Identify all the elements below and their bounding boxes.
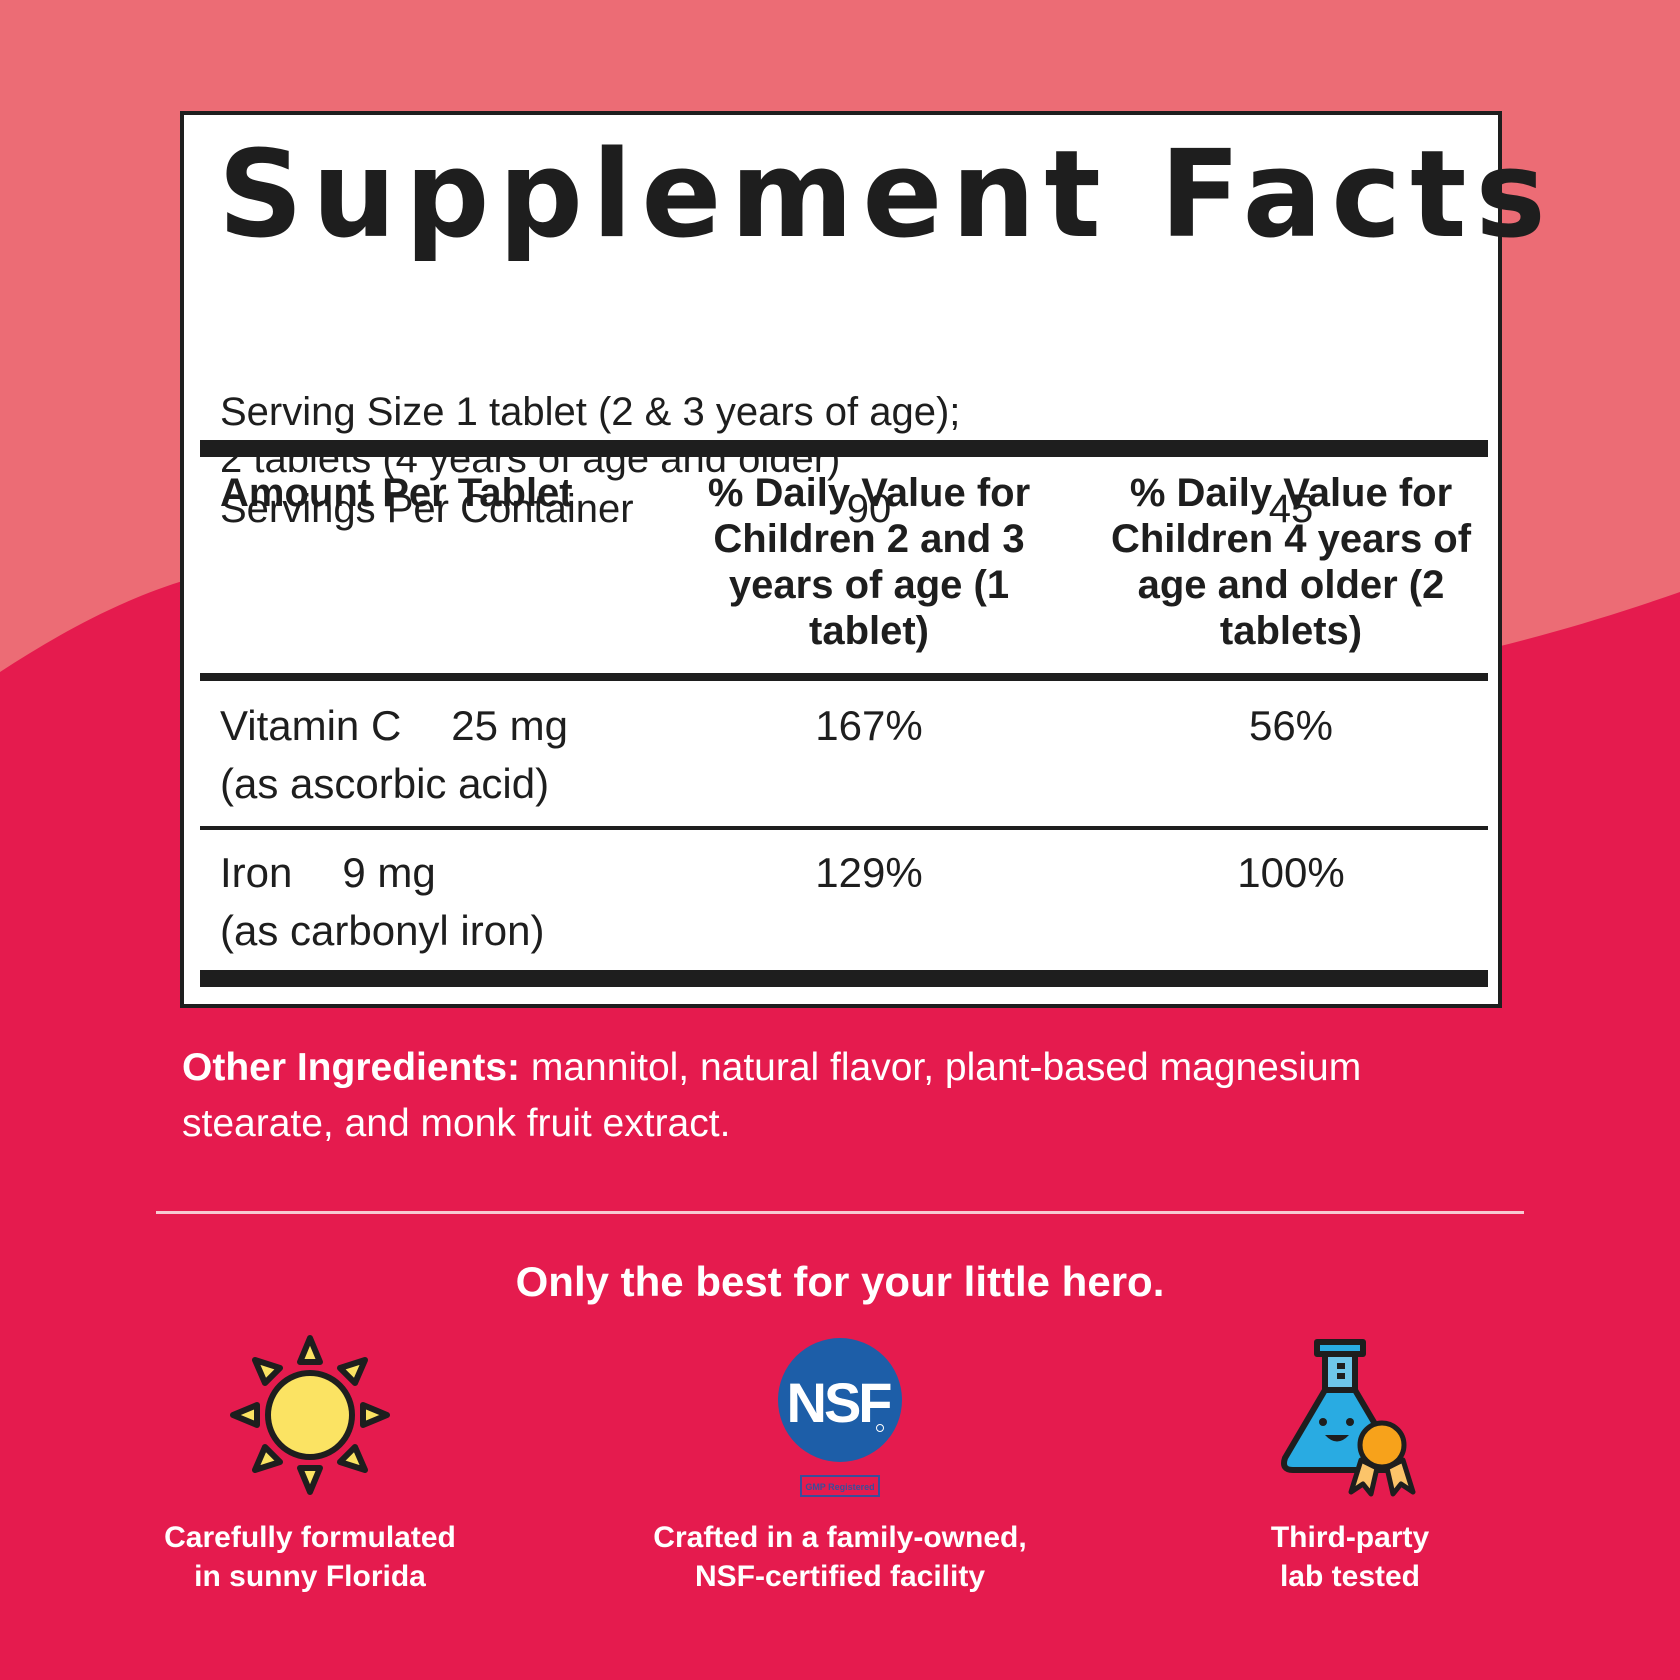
nsf-logo-icon: NSF GMP Registered (778, 1338, 902, 1497)
other-ingredients-text: mannitol, natural flavor, plant-based ma… (182, 1046, 1362, 1145)
dv-4-plus-vitamin-c: 56% (1248, 702, 1334, 749)
feature-label: Third-party lab tested (1270, 1521, 1430, 1593)
thick-divider-top (200, 440, 1488, 457)
feature-label: Crafted in a family-owned, NSF-certified… (653, 1521, 1027, 1593)
serving-size-line-1: Serving Size 1 tablet (2 & 3 years of ag… (220, 390, 961, 434)
servings-per-container-label: Servings Per Container (220, 487, 634, 531)
feature-florida: Carefully formulated in sunny Florida (100, 1330, 520, 1596)
nutrient-amount: 25 mg (451, 702, 569, 749)
nutrient-vitamin-c: Vitamin C 25 mg (220, 697, 568, 755)
servings-per-container-1-tablet: 90 (846, 487, 892, 531)
header-amount-per-tablet: Amount Per Tablet (220, 471, 573, 515)
nutrient-amount: 9 mg (342, 849, 436, 896)
svg-text:NSF: NSF (787, 1371, 892, 1434)
servings-per-container-2-tablets: 45 (1268, 487, 1314, 531)
nutrient-iron: Iron 9 mg (220, 844, 436, 902)
flask-award-icon (1281, 1339, 1416, 1497)
sun-icon (230, 1335, 390, 1495)
nutrient-name: Iron (220, 849, 293, 896)
supplement-facts-panel: Supplement Facts Serving Size 1 tablet (… (180, 111, 1546, 1008)
dv-2-3-vitamin-c: 167% (815, 702, 923, 749)
feature-lab-tested: Third-party lab tested (1140, 1330, 1560, 1596)
other-ingredients-label: Other Ingredients: (182, 1046, 521, 1089)
thin-divider-row (200, 826, 1488, 830)
header-dv-children-4-plus: % Daily Value for Children 4 years of ag… (1110, 471, 1472, 653)
section-divider (156, 1211, 1524, 1214)
feature-label: Carefully formulated in sunny Florida (164, 1521, 456, 1593)
tagline: Only the best for your little hero. (515, 1258, 1165, 1305)
thick-divider-bottom (200, 970, 1488, 987)
svg-text:GMP Registered: GMP Registered (805, 1482, 874, 1492)
feature-nsf: NSF GMP Registered Crafted in a family-o… (630, 1330, 1050, 1596)
dv-2-3-iron: 129% (815, 849, 923, 896)
nutrient-source: (as carbonyl iron) (220, 907, 545, 954)
other-ingredients: Other Ingredients: mannitol, natural fla… (182, 1040, 1512, 1152)
header-dv-children-2-3: % Daily Value for Children 2 and 3 years… (707, 471, 1031, 653)
dv-4-plus-iron: 100% (1237, 849, 1345, 896)
nutrient-source: (as ascorbic acid) (220, 760, 550, 807)
medium-divider-header (200, 673, 1488, 681)
nutrient-name: Vitamin C (220, 702, 402, 749)
panel-title: Supplement Facts (218, 123, 1555, 265)
